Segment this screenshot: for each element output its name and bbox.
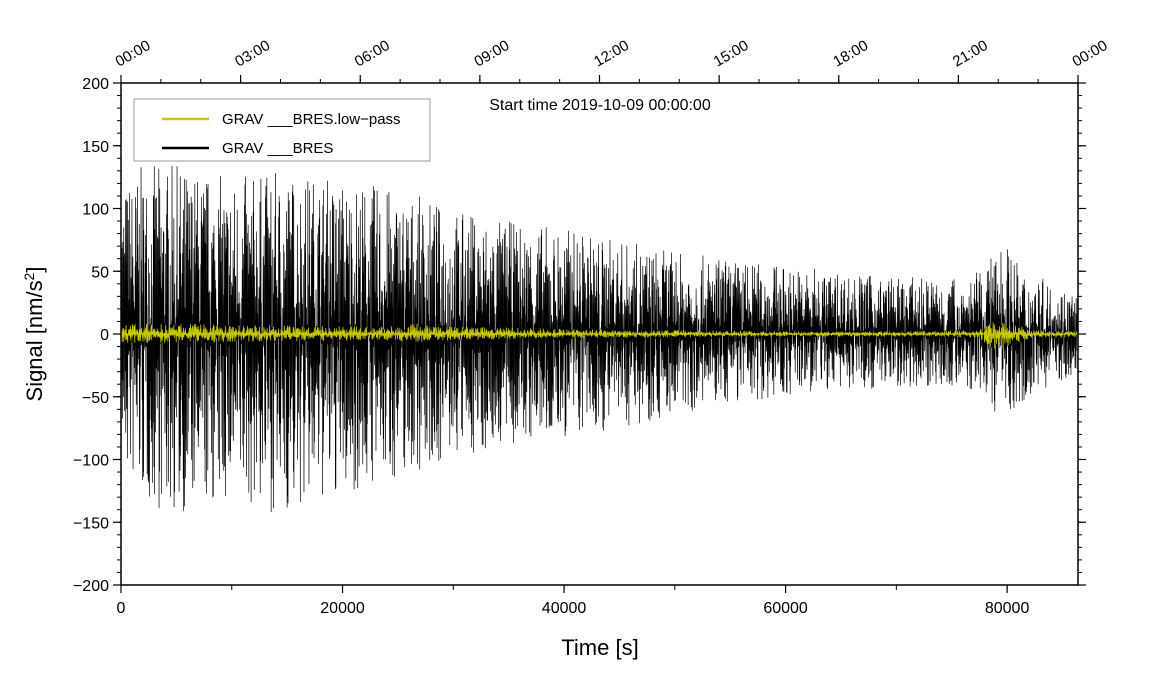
y-tick-label: 200 xyxy=(82,76,109,93)
series-line-lowpass xyxy=(121,322,1078,349)
top-tick-label: 18:00 xyxy=(830,37,871,70)
y-axis-label-main: Signal [nm/s xyxy=(22,280,47,401)
y-tick-label: 150 xyxy=(82,139,109,156)
top-tick-label: 06:00 xyxy=(352,37,393,70)
legend-box xyxy=(133,98,431,162)
legend: GRAV ___BRES.low−pass GRAV ___BRES xyxy=(133,98,431,162)
y-tick-label: 50 xyxy=(91,264,109,281)
legend-label-lowpass: GRAV ___BRES.low−pass xyxy=(222,111,401,128)
x-tick-label: 40000 xyxy=(542,600,587,617)
x-axis-label: Time [s] xyxy=(561,635,638,660)
top-tick-label: 21:00 xyxy=(950,37,991,70)
y-axis-label-superscript: 2 xyxy=(21,272,37,280)
series-layer xyxy=(121,166,1078,513)
series-line-raw xyxy=(121,166,1078,513)
y-axis-label-close: ] xyxy=(22,267,47,273)
y-tick-label: −150 xyxy=(73,515,109,532)
y-tick-label: −200 xyxy=(73,578,109,595)
top-tick-label: 15:00 xyxy=(711,37,752,70)
x-tick-label: 20000 xyxy=(320,600,365,617)
y-tick-label: −100 xyxy=(73,453,109,470)
x-tick-label: 0 xyxy=(117,600,126,617)
top-tick-label: 00:00 xyxy=(113,37,154,70)
top-tick-label: 09:00 xyxy=(471,37,512,70)
y-tick-label: 100 xyxy=(82,202,109,219)
y-axis-label: Signal [nm/s2] xyxy=(21,267,47,402)
top-tick-label: 00:00 xyxy=(1070,37,1111,70)
y-tick-label: −50 xyxy=(82,390,109,407)
legend-label-raw: GRAV ___BRES xyxy=(222,140,333,157)
top-tick-label: 12:00 xyxy=(591,37,632,70)
top-tick-label: 03:00 xyxy=(232,37,273,70)
x-tick-label: 80000 xyxy=(985,600,1030,617)
x-tick-label: 60000 xyxy=(763,600,808,617)
start-time-annotation: Start time 2019-10-09 00:00:00 xyxy=(489,97,711,114)
y-tick-label: 0 xyxy=(100,327,109,344)
